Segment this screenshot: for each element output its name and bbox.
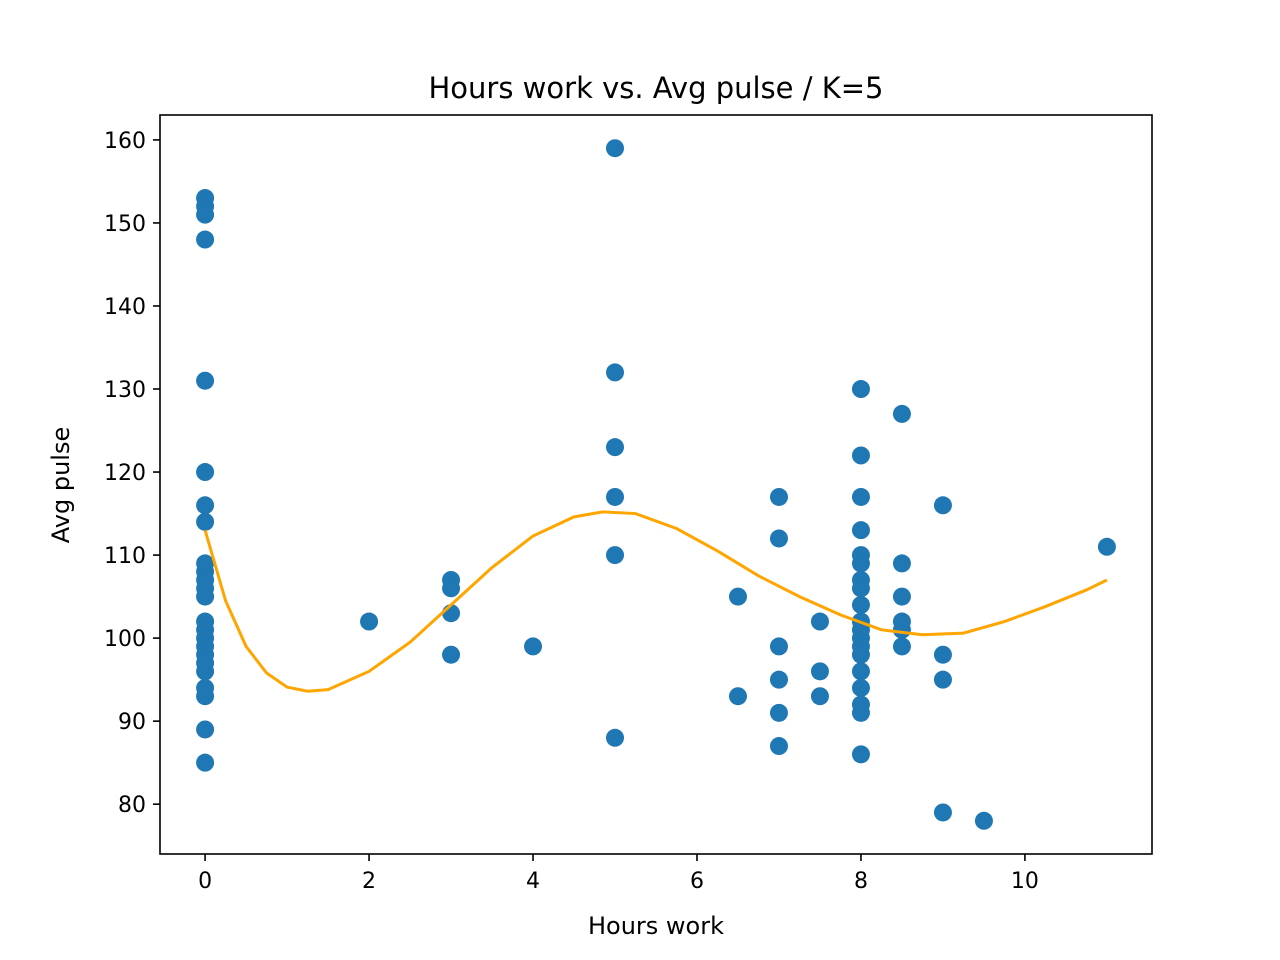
data-point: [1097, 537, 1116, 556]
data-point: [524, 637, 543, 656]
y-tick-label: 110: [104, 544, 146, 569]
data-point: [196, 371, 215, 390]
data-point: [360, 612, 379, 631]
data-point: [810, 662, 829, 681]
x-tick-label: 8: [854, 869, 868, 894]
data-point: [851, 554, 870, 573]
data-point: [442, 645, 461, 664]
data-point: [728, 687, 747, 706]
chart-title: Hours work vs. Avg pulse / K=5: [429, 71, 884, 105]
data-point: [851, 678, 870, 697]
data-point: [851, 595, 870, 614]
data-point: [810, 612, 829, 631]
data-point: [933, 803, 952, 822]
x-tick-label: 2: [362, 869, 376, 894]
data-point: [769, 487, 788, 506]
data-point: [606, 728, 625, 747]
data-point: [606, 438, 625, 457]
data-point: [769, 670, 788, 689]
data-point: [606, 546, 625, 565]
data-point: [196, 753, 215, 772]
y-tick-label: 80: [118, 793, 146, 818]
y-tick-label: 130: [104, 378, 146, 403]
data-point: [892, 554, 911, 573]
y-tick-label: 160: [104, 129, 146, 154]
data-point: [196, 496, 215, 515]
data-point: [974, 811, 993, 830]
data-point: [851, 446, 870, 465]
data-point: [606, 363, 625, 382]
y-axis-label: Avg pulse: [47, 427, 75, 543]
data-point: [606, 139, 625, 158]
data-point: [196, 587, 215, 606]
data-point: [810, 687, 829, 706]
x-axis-label: Hours work: [588, 912, 724, 940]
y-tick-label: 90: [118, 710, 146, 735]
data-point: [196, 720, 215, 739]
data-point: [892, 587, 911, 606]
data-point: [196, 687, 215, 706]
data-point: [892, 620, 911, 639]
data-point: [196, 512, 215, 531]
data-point: [769, 529, 788, 548]
data-point: [933, 670, 952, 689]
data-point: [851, 645, 870, 664]
data-point: [196, 463, 215, 482]
data-point: [892, 404, 911, 423]
data-point: [851, 662, 870, 681]
data-point: [728, 587, 747, 606]
data-point: [769, 737, 788, 756]
x-tick-label: 4: [526, 869, 540, 894]
data-point: [933, 496, 952, 515]
y-tick-label: 120: [104, 461, 146, 486]
data-point: [769, 703, 788, 722]
y-tick-label: 150: [104, 212, 146, 237]
data-point: [851, 703, 870, 722]
data-point: [851, 745, 870, 764]
data-point: [442, 579, 461, 598]
data-point: [196, 230, 215, 249]
x-tick-label: 6: [690, 869, 704, 894]
x-tick-label: 10: [1011, 869, 1039, 894]
data-point: [851, 380, 870, 399]
data-point: [769, 637, 788, 656]
y-tick-label: 100: [104, 627, 146, 652]
data-point: [892, 637, 911, 656]
plot-frame: [159, 114, 1153, 855]
data-point: [606, 487, 625, 506]
y-tick-label: 140: [104, 295, 146, 320]
plot-area: 0 2 4 6 8 10 80 90 100 110 120 130 140 150 160: [104, 114, 1153, 894]
data-point: [933, 645, 952, 664]
fit-curve: [203, 510, 1108, 693]
data-point: [196, 205, 215, 224]
data-point: [851, 579, 870, 598]
x-tick-label: 0: [198, 869, 212, 894]
data-point: [851, 487, 870, 506]
data-point: [196, 662, 215, 681]
data-point: [851, 521, 870, 540]
